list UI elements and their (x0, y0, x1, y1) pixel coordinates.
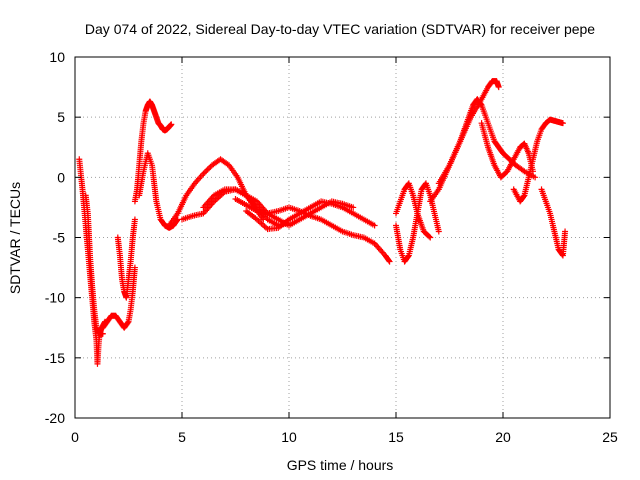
data-point (131, 216, 138, 223)
y-tick-label: -15 (45, 350, 65, 366)
tick-layer (74, 56, 611, 419)
data-series-trace-f (136, 150, 181, 231)
data-point (405, 253, 412, 260)
data-point (426, 233, 433, 240)
y-axis-label: SDTVAR / TECUs (7, 182, 23, 294)
data-point (435, 228, 442, 235)
data-series-trace-q (510, 116, 566, 205)
data-point (371, 222, 378, 229)
x-tick-label: 25 (602, 429, 618, 445)
data-series-trace-b (82, 192, 106, 337)
data-point (385, 257, 392, 264)
data-series-trace-e (131, 98, 175, 205)
x-tick-label: 15 (388, 429, 404, 445)
data-series-trace-c (99, 264, 138, 331)
data-point (124, 319, 131, 326)
data-point (427, 234, 434, 241)
data-point (520, 193, 527, 200)
data-series-trace-r (538, 186, 569, 259)
x-tick-label: 20 (495, 429, 511, 445)
data-layer (76, 78, 569, 367)
x-tick-label: 10 (281, 429, 297, 445)
x-tick-label: 5 (178, 429, 186, 445)
data-series-trace-p (478, 120, 536, 181)
y-tick-label: -5 (53, 230, 66, 246)
data-point (99, 330, 106, 337)
data-point (559, 120, 566, 127)
data-point (386, 258, 393, 265)
data-point (495, 84, 502, 91)
data-point (532, 174, 539, 181)
data-point (350, 204, 357, 211)
data-point (562, 228, 569, 235)
data-point (559, 251, 566, 258)
y-tick-label: -20 (45, 410, 65, 426)
y-tick-label: 5 (57, 109, 65, 125)
y-tick-label: -10 (45, 290, 65, 306)
data-point (168, 121, 175, 128)
chart-title: Day 074 of 2022, Sidereal Day-to-day VTE… (85, 21, 595, 37)
data-series-trace-m (393, 180, 434, 241)
data-series-trace-d (114, 216, 138, 301)
data-series-trace-k (243, 198, 378, 233)
data-point (477, 101, 484, 108)
y-tick-label: 0 (57, 169, 65, 185)
data-series-trace-g (166, 156, 267, 229)
x-tick-label: 0 (71, 429, 79, 445)
y-tick-label: 10 (49, 49, 65, 65)
label-layer: 0 5 10 15 20 25 -20 -15 -10 -5 0 5 10 (45, 49, 618, 445)
x-axis-label: GPS time / hours (287, 457, 394, 473)
